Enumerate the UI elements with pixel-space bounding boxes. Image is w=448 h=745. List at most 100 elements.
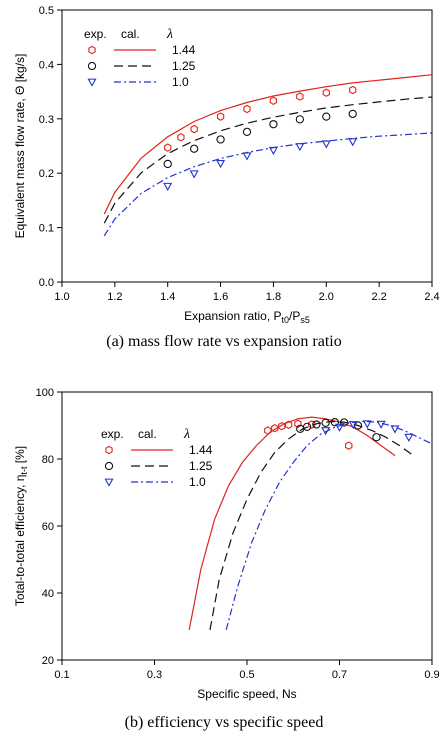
exp-point-1_44	[243, 104, 251, 114]
legend-marker	[104, 478, 114, 487]
caption-a: (a) mass flow rate vs expansion ratio	[106, 333, 342, 350]
exp-point-1_0	[348, 138, 358, 147]
exp-point-1_44	[284, 420, 293, 430]
exp-point-1_44	[345, 441, 353, 450]
exp-point-1_44	[322, 88, 330, 97]
plot-area	[103, 74, 432, 237]
exp-point-1_44	[294, 419, 302, 429]
x-tick-label: 1.4	[160, 291, 175, 303]
exp-point-1_0	[334, 423, 345, 432]
x-tick-label: 1.8	[266, 291, 281, 303]
cal-line-1_25	[209, 420, 414, 631]
chart-efficiency: 0.1 0.3 0.5 0.7 0.9 20 40 60 80 100 Specific speed…	[13, 387, 440, 701]
exp-point-1_0	[242, 152, 252, 161]
x-axis-label-main: Expansion ratio, P	[184, 309, 281, 323]
y-tick-label: 100	[36, 387, 54, 399]
y-tick-label: 80	[42, 454, 54, 466]
exp-point-1_44	[296, 92, 304, 101]
legend-label: 1.0	[189, 475, 206, 489]
exp-point-1_0	[163, 182, 173, 191]
x-tick-label: 0.9	[424, 669, 439, 681]
y-tick-label: 60	[42, 521, 54, 533]
exp-point-1_44	[216, 112, 225, 121]
exp-point-1_44	[177, 133, 185, 142]
exp-point-1_44	[308, 420, 316, 429]
x-axis-label-sub: s5	[300, 315, 310, 325]
legend-head-lambda: λ	[183, 427, 190, 442]
x-tick-label: 1.0	[54, 291, 69, 303]
exp-point-1_25	[330, 417, 340, 427]
exp-point-1_0	[390, 425, 400, 434]
legend-marker	[104, 461, 114, 471]
exp-point-1_25	[321, 418, 330, 427]
x-tick-label: 0.5	[239, 669, 254, 681]
exp-point-1_0	[189, 170, 199, 179]
legend-label: 1.44	[172, 43, 196, 57]
legend-label: 1.25	[189, 459, 213, 473]
exp-point-1_25	[242, 127, 252, 137]
plot-area	[188, 416, 432, 631]
exp-point-1_0	[268, 146, 278, 156]
cal-line-1_44	[188, 416, 396, 631]
caption-b: (b) efficiency vs specific speed	[124, 714, 324, 731]
exp-point-1_25	[189, 144, 199, 153]
x-tick-label: 2.0	[319, 291, 334, 303]
y-axis-label: Equivalent mass flow rate, Θ [kg/s]	[13, 54, 27, 239]
legend-head-lambda: λ	[166, 27, 173, 42]
exp-point-1_0	[376, 420, 386, 429]
exp-point-1_44	[278, 421, 286, 431]
y-tick-label: 0.4	[39, 59, 54, 71]
plot-frame	[61, 9, 433, 283]
exp-point-1_44	[271, 423, 279, 433]
cal-line-1_0	[103, 132, 432, 237]
y-tick-label: 0.2	[39, 168, 54, 180]
exp-point-1_44	[164, 143, 172, 152]
exp-point-1_0	[216, 159, 226, 169]
exp-point-1_25	[163, 159, 172, 169]
exp-point-1_0	[321, 427, 331, 436]
x-tick-label: 2.4	[424, 291, 439, 303]
legend-label: 1.25	[172, 59, 196, 73]
x-axis-label: Specific speed, Ns	[197, 687, 296, 701]
exp-point-1_0	[404, 433, 414, 442]
y-tick-label: 40	[42, 588, 54, 600]
y-axis-label-main: Total-to-total efficiency, η	[13, 475, 27, 607]
y-tick-label: 0.5	[39, 5, 54, 17]
legend-marker	[87, 78, 97, 87]
exp-point-1_25	[216, 135, 225, 144]
legend-head-exp: exp.	[84, 27, 107, 41]
exp-point-1_25	[348, 109, 357, 119]
x-tick-label: 1.6	[213, 291, 228, 303]
exp-point-1_44	[264, 426, 272, 435]
legend-head-cal: cal.	[138, 427, 157, 441]
exp-point-1_25	[372, 433, 381, 442]
legend-head-cal: cal.	[121, 27, 140, 41]
exp-point-1_25	[312, 420, 321, 429]
legend-label: 1.44	[189, 443, 213, 457]
y-axis-label-sub: t-t	[19, 466, 29, 474]
x-axis-label: Expansion ratio, Pt0/Ps5	[184, 309, 310, 325]
exp-point-1_0	[321, 140, 331, 149]
chart-mass-flow-rate: 1.0 1.2 1.4 1.6 1.8 2.0 2.2 2.4 0.0 0.1 0.2 0.3 0.4 0…	[13, 5, 440, 325]
x-tick-label: 0.3	[147, 669, 162, 681]
y-tick-label: 0.3	[39, 114, 54, 126]
x-axis-label-mid: /P	[289, 309, 300, 323]
x-axis-label-sub: t0	[282, 315, 290, 325]
exp-point-1_0	[295, 143, 305, 152]
y-axis-label: Total-to-total efficiency, ηt-t [%]	[13, 446, 29, 606]
exp-point-1_44	[269, 96, 278, 106]
exp-point-1_0	[362, 420, 372, 429]
exp-point-1_44	[190, 124, 198, 134]
y-tick-label: 0.1	[39, 223, 54, 235]
exp-point-1_25	[269, 120, 278, 129]
exp-point-1_25	[295, 115, 305, 124]
legend-label: 1.0	[172, 75, 189, 89]
y-tick-label: 20	[42, 655, 54, 667]
legend-marker	[88, 45, 96, 55]
legend-marker	[105, 445, 113, 455]
x-tick-label: 0.7	[332, 669, 347, 681]
exp-point-1_25	[322, 112, 331, 121]
y-axis-label-unit: [%]	[13, 446, 27, 467]
cal-line-1_0	[225, 420, 432, 631]
